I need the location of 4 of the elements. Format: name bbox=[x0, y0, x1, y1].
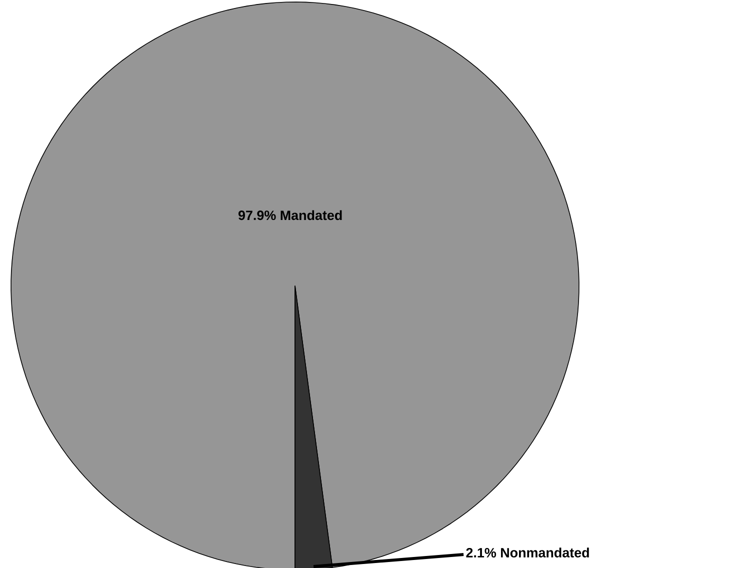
data-label: 97.9% bbox=[238, 210, 276, 220]
data-label: 2.1% bbox=[466, 548, 496, 558]
slice-label: Nonmandated bbox=[501, 548, 589, 558]
slice-label: Mandated bbox=[280, 210, 342, 220]
